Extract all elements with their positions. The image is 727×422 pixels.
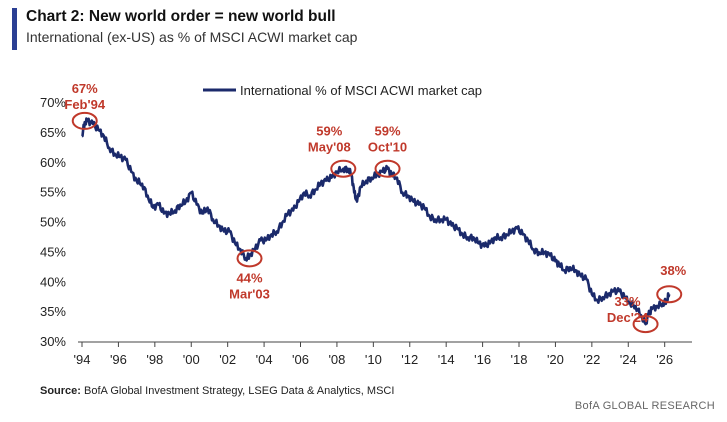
x-tick-label: '12 — [401, 352, 418, 367]
y-axis: 30% 35% 40% 45% 50% 55% 60% 65% 70% — [40, 95, 66, 349]
source-label: Source: — [40, 385, 81, 397]
annotation-circle — [71, 111, 98, 130]
x-tick-label: '24 — [620, 352, 637, 367]
annotation-value: 67% — [72, 81, 98, 96]
annotation-value: 33% — [615, 294, 641, 309]
x-tick-label: '98 — [146, 352, 163, 367]
annotation-circle — [632, 315, 659, 334]
x-tick-label: '18 — [511, 352, 528, 367]
x-tick-label: '06 — [292, 352, 309, 367]
x-tick-label: '04 — [256, 352, 273, 367]
x-axis: '94 '96 '98 '00 '02 '04 '06 '08 '10 '12 '14 '16 '18 '… — [74, 342, 673, 367]
x-tick-label: '16 — [474, 352, 491, 367]
y-tick-label: 35% — [40, 304, 66, 319]
annotation-value: 59% — [316, 124, 342, 139]
brand-label: BofA GLOBAL RESEARCH — [574, 400, 715, 412]
x-tick-label: '26 — [656, 352, 673, 367]
y-tick-label: 55% — [40, 185, 66, 200]
annotation-circle — [374, 159, 401, 178]
annotation-circle — [656, 285, 683, 304]
x-tick-label: '02 — [219, 352, 236, 367]
y-tick-label: 70% — [40, 95, 66, 110]
accent-bar — [12, 8, 17, 50]
x-tick-label: '14 — [438, 352, 455, 367]
source-text: BofA Global Investment Strategy, LSEG Da… — [80, 385, 395, 397]
x-tick-label: '20 — [547, 352, 564, 367]
source-note: Source: BofA Global Investment Strategy,… — [40, 385, 394, 397]
y-tick-label: 45% — [40, 244, 66, 259]
annotation-date: May'08 — [308, 140, 351, 155]
chart-subtitle: International (ex-US) as % of MSCI ACWI … — [26, 29, 358, 45]
legend: International % of MSCI ACWI market cap — [203, 83, 482, 98]
annotation-value: 38% — [660, 263, 686, 278]
annotation-circle — [236, 249, 263, 268]
x-tick-label: '94 — [74, 352, 91, 367]
x-tick-label: '00 — [183, 352, 200, 367]
annotations: 67%Feb'9444%Mar'0359%May'0859%Oct'1033%D… — [64, 81, 687, 334]
y-tick-label: 50% — [40, 215, 66, 230]
series-line — [81, 117, 671, 326]
y-tick-label: 30% — [40, 334, 66, 349]
x-tick-label: '08 — [328, 352, 345, 367]
annotation-circle — [330, 159, 357, 178]
x-tick-label: '96 — [110, 352, 127, 367]
annotation-date: Mar'03 — [229, 286, 270, 301]
x-tick-label: '22 — [583, 352, 600, 367]
y-tick-label: 40% — [40, 274, 66, 289]
annotation-date: Dec'24 — [607, 310, 649, 325]
annotation-value: 44% — [237, 270, 263, 285]
legend-label: International % of MSCI ACWI market cap — [240, 83, 482, 98]
y-tick-label: 65% — [40, 125, 66, 140]
annotation-date: Feb'94 — [64, 97, 105, 112]
chart-title: Chart 2: New world order = new world bul… — [26, 8, 336, 25]
x-tick-label: '10 — [365, 352, 382, 367]
line-chart: 30% 35% 40% 45% 50% 55% 60% 65% 70% '94 '96 '98 '00… — [40, 81, 692, 367]
annotation-date: Oct'10 — [368, 140, 407, 155]
annotation-value: 59% — [375, 124, 401, 139]
y-tick-label: 60% — [40, 155, 66, 170]
